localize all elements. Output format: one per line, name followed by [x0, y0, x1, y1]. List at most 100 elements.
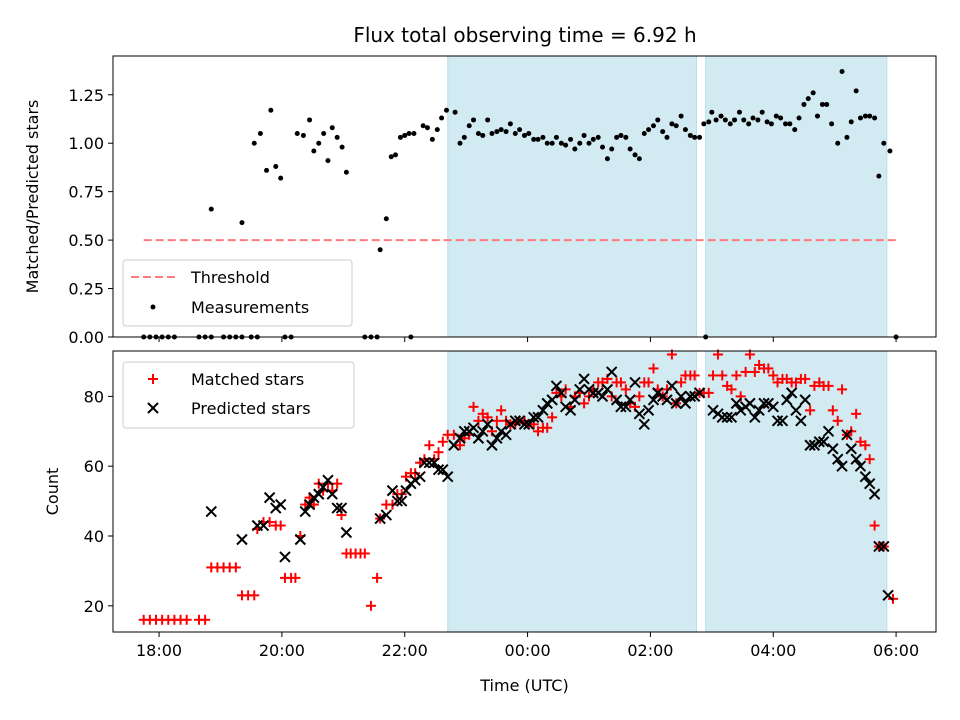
predicted-star-point-b — [638, 418, 650, 431]
predicted-star-point-b — [624, 394, 636, 406]
count-ytick-label: 20 — [84, 597, 104, 616]
measurement-point — [471, 117, 477, 123]
predicted-star-point-b — [326, 488, 338, 500]
measurement-point — [257, 131, 263, 137]
measurement-point — [750, 115, 756, 121]
predicted-star-point — [303, 498, 316, 511]
measurement-point — [759, 109, 765, 115]
predicted-legend-marker-b — [147, 402, 159, 414]
measurement-point — [783, 121, 789, 127]
predicted-star-point — [423, 456, 436, 469]
predicted-star-point — [845, 443, 857, 455]
predicted-star-point — [841, 429, 853, 441]
predicted-star-point — [762, 397, 775, 410]
matched-stars-legend-label: Matched stars — [191, 370, 304, 389]
measurement-point — [480, 132, 486, 138]
measurement-point — [420, 123, 426, 129]
measurement-point — [623, 134, 629, 140]
measurement-point — [787, 121, 793, 127]
predicted-star-point — [400, 484, 412, 497]
predicted-star-point-b — [721, 411, 733, 424]
count-xtick-label: 02:00 — [627, 641, 673, 660]
predicted-star-point-b — [294, 533, 307, 546]
predicted-star-point-b — [205, 505, 217, 518]
matched-star-point — [851, 408, 862, 419]
measurement-point — [713, 117, 719, 123]
measurement-point — [805, 96, 811, 102]
predicted-star-point — [863, 477, 876, 490]
measurement-point — [321, 131, 327, 137]
count-plot-frame — [112, 350, 937, 633]
measurement-point — [411, 131, 417, 137]
predicted-star-point — [684, 390, 697, 403]
predicted-star-point-b — [458, 425, 471, 437]
predicted-star-point — [472, 432, 485, 444]
measurement-point — [522, 132, 527, 138]
matched-star-point — [365, 600, 376, 611]
predicted-star-point-b — [744, 397, 756, 410]
predicted-star-point-b — [380, 509, 393, 521]
ratio-ytick-label: 0.50 — [68, 231, 104, 250]
measurement-point — [609, 146, 615, 152]
predicted-star-point-b — [776, 415, 789, 427]
measurement-point — [614, 134, 620, 140]
ratio-panel: 0.00 0.25 0.50 0.75 1.00 1.25 Matched/Predict… — [23, 55, 937, 347]
measurement-point — [329, 125, 335, 131]
predicted-star-point-b — [374, 512, 386, 525]
predicted-star-point — [574, 383, 586, 396]
predicted-star-point — [532, 411, 544, 424]
predicted-star-point-b — [762, 397, 775, 410]
predicted-star-point-b — [546, 394, 558, 406]
predicted-star-point — [827, 443, 839, 455]
predicted-star-point-b — [317, 481, 329, 493]
predicted-star-point — [467, 422, 480, 434]
predicted-star-point-b — [785, 387, 798, 399]
predicted-star-point — [868, 488, 881, 500]
measurement-point — [718, 113, 724, 119]
ratio-legend-box — [122, 259, 353, 327]
matched-star-point — [648, 363, 659, 374]
ratio-shaded-intervals — [447, 55, 888, 338]
matched-star-point — [230, 562, 241, 573]
matched-star-point — [805, 405, 816, 416]
matched-star-point — [482, 412, 493, 423]
matched-star-point — [542, 422, 553, 433]
predicted-star-point — [546, 394, 558, 406]
predicted-star-point-b — [481, 418, 494, 431]
predicted-star-point-b — [500, 429, 512, 441]
matched-star-point — [864, 454, 875, 465]
matched-star-point — [800, 373, 811, 384]
matched-star-point — [437, 436, 448, 447]
predicted-star-point — [688, 390, 701, 403]
measurement-point — [867, 113, 873, 119]
measurement-point — [839, 69, 845, 75]
predicted-star-point-b — [263, 491, 276, 504]
predicted-star-point-b — [606, 366, 618, 378]
predicted-star-point-b — [513, 415, 526, 427]
predicted-star-point-b — [555, 387, 568, 399]
predicted-star-point-b — [491, 432, 503, 444]
predicted-star-point — [418, 456, 431, 469]
measurement-point — [517, 127, 523, 133]
measurement-point — [535, 136, 541, 142]
measurement-point — [819, 101, 825, 107]
predicted-star-point — [776, 415, 789, 427]
predicted-star-point — [578, 373, 590, 385]
ratio-y-axis-label: Matched/Predicted stars — [23, 100, 42, 294]
predicted-star-point — [491, 432, 503, 444]
measurement-point — [325, 158, 331, 164]
predicted-star-point — [513, 415, 526, 427]
predicted-star-point-b — [569, 394, 581, 406]
predicted-star-point-b — [442, 470, 454, 483]
matched-star-point — [726, 384, 737, 395]
matched-star-point — [275, 520, 286, 531]
predicted-star-point — [537, 404, 549, 417]
measurement-point — [568, 136, 574, 142]
predicted-star-point-b — [409, 474, 421, 486]
predicted-star-point-b — [836, 460, 848, 472]
predicted-star-point-b — [808, 439, 821, 451]
measurement-point — [273, 163, 279, 169]
predicted-star-point — [481, 418, 494, 431]
ratio-ytick-label: 1.00 — [68, 134, 104, 153]
